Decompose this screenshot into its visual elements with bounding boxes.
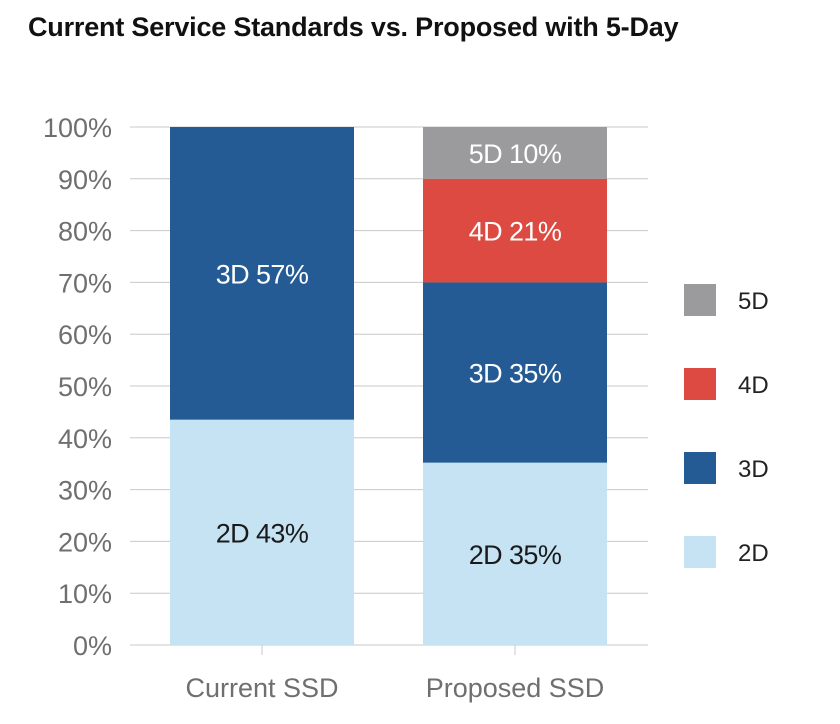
data-label: 4D 21%: [469, 217, 562, 247]
bar-segment-5d: [423, 127, 607, 179]
y-tick-label-0: 0%: [73, 631, 112, 661]
y-tick-label-20: 20%: [58, 527, 112, 557]
bar-segment-3d: [170, 127, 354, 420]
y-tick-label-40: 40%: [58, 424, 112, 454]
x-category-label: Proposed SSD: [426, 673, 605, 703]
bar-segment-2d: [170, 419, 354, 645]
legend-swatch-3d: [684, 452, 716, 484]
y-tick-label-70: 70%: [58, 268, 112, 298]
y-tick-label-10: 10%: [58, 579, 112, 609]
y-tick-label-90: 90%: [58, 165, 112, 195]
legend-swatch-5d: [684, 284, 716, 316]
x-category-label: Current SSD: [185, 673, 338, 703]
y-tick-label-100: 100%: [43, 113, 112, 143]
legend-label-4d: 4D: [738, 372, 769, 399]
chart-title: Current Service Standards vs. Proposed w…: [28, 12, 679, 42]
y-tick-label-60: 60%: [58, 320, 112, 350]
bar-segment-4d: [423, 178, 607, 283]
legend-label-5d: 5D: [738, 288, 769, 315]
y-tick-label-30: 30%: [58, 476, 112, 506]
legend-label-3d: 3D: [738, 456, 769, 483]
y-tick-label-50: 50%: [58, 372, 112, 402]
y-tick-label-80: 80%: [58, 217, 112, 247]
legend-label-2d: 2D: [738, 540, 769, 567]
legend-swatch-4d: [684, 368, 716, 400]
data-label: 2D 35%: [469, 540, 562, 570]
data-label: 3D 57%: [216, 259, 309, 289]
bar-segment-2d: [423, 462, 607, 645]
legend-swatch-2d: [684, 536, 716, 568]
data-label: 3D 35%: [469, 359, 562, 389]
data-label: 5D 10%: [469, 139, 562, 169]
bar-segment-3d: [423, 282, 607, 463]
data-label: 2D 43%: [216, 518, 309, 548]
